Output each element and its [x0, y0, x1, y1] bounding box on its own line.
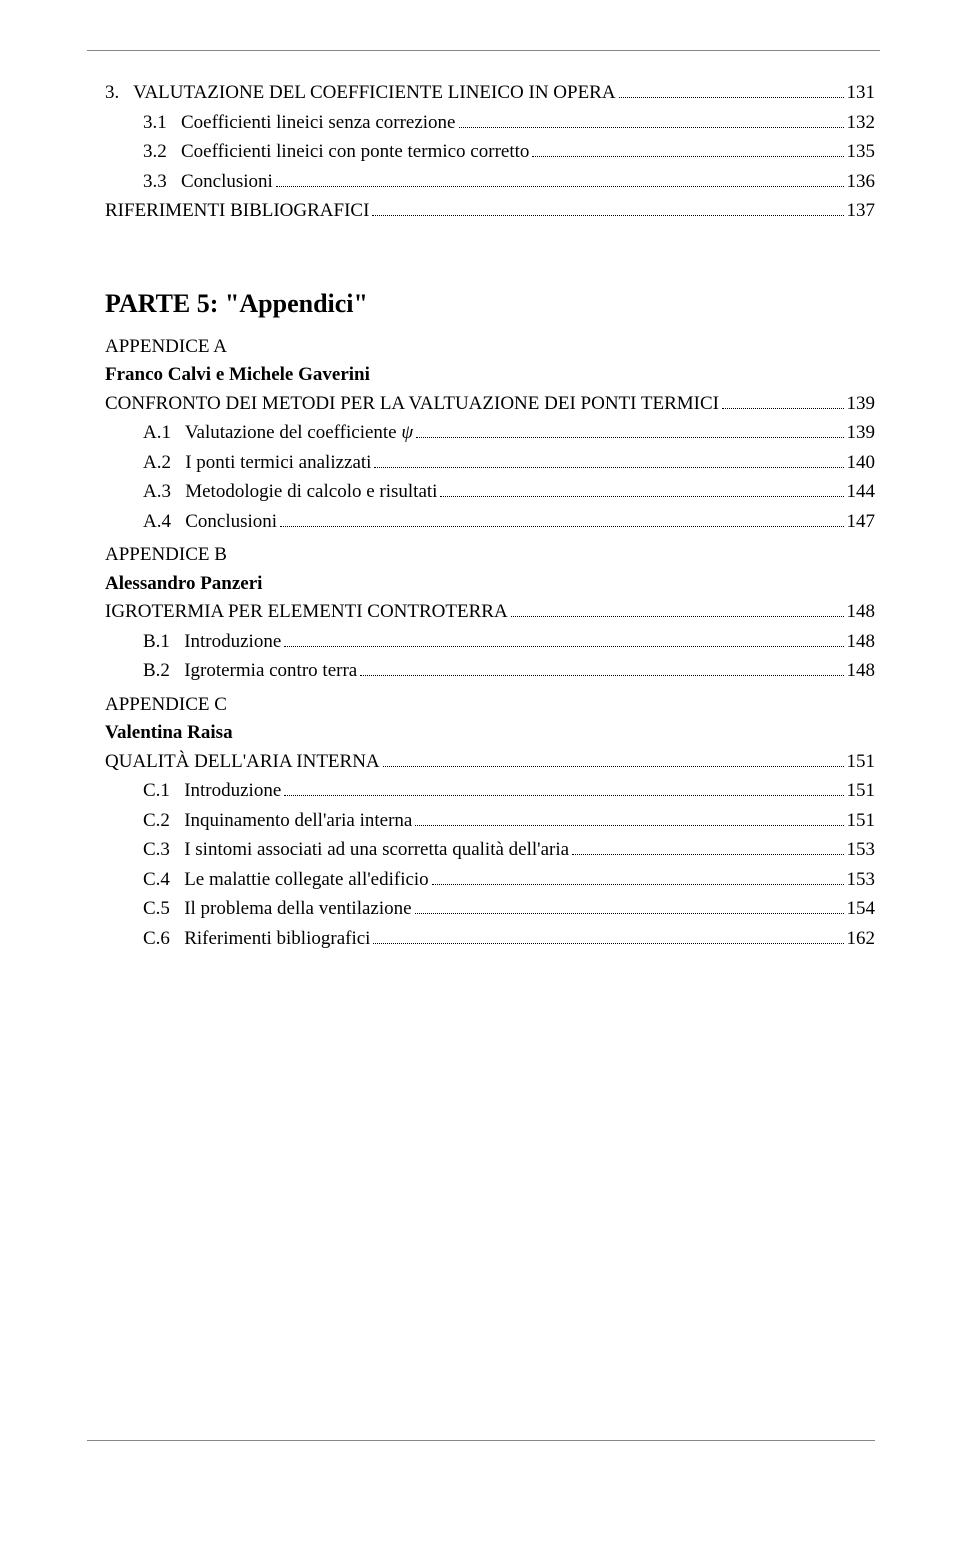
- toc-dots: [532, 156, 843, 157]
- toc-page: 162: [847, 925, 876, 954]
- toc-page: 151: [847, 777, 876, 806]
- toc-refs: RIFERIMENTI BIBLIOGRAFICI 137: [105, 197, 875, 226]
- toc-page: 136: [847, 168, 876, 197]
- toc-dots: [459, 127, 844, 128]
- toc-label: C.4 Le malattie collegate all'edificio: [143, 866, 429, 895]
- toc-dots: [284, 646, 843, 647]
- toc-dots: [383, 766, 844, 767]
- appendix-a-authors: Franco Calvi e Michele Gaverini: [105, 361, 875, 390]
- toc-label: C.6 Riferimenti bibliografici: [143, 925, 370, 954]
- toc-section-heading: 3. VALUTAZIONE DEL COEFFICIENTE LINEICO …: [105, 79, 875, 108]
- toc-label: A.4 Conclusioni: [143, 508, 277, 537]
- appendix-a-label: APPENDICE A: [105, 333, 875, 362]
- toc-page: 153: [847, 836, 876, 865]
- appendix-b-authors: Alessandro Panzeri: [105, 570, 875, 599]
- toc-label: IGROTERMIA PER ELEMENTI CONTROTERRA: [105, 598, 508, 627]
- toc-page: 140: [847, 449, 876, 478]
- toc-item: 3.1 Coefficienti lineici senza correzion…: [105, 109, 875, 138]
- toc-page: 139: [847, 390, 876, 419]
- toc-label: 3.3 Conclusioni: [143, 168, 273, 197]
- toc-label: C.5 Il problema della ventilazione: [143, 895, 412, 924]
- toc-dots: [619, 97, 844, 98]
- toc-dots: [722, 408, 844, 409]
- toc-label: A.1 Valutazione del coefficiente ψ: [143, 419, 413, 448]
- toc-label: RIFERIMENTI BIBLIOGRAFICI: [105, 197, 369, 226]
- toc-label: QUALITÀ DELL'ARIA INTERNA: [105, 748, 380, 777]
- toc-label: A.2 I ponti termici analizzati: [143, 449, 371, 478]
- toc-page: 139: [847, 419, 876, 448]
- toc-page: 148: [847, 657, 876, 686]
- toc-label: C.3 I sintomi associati ad una scorretta…: [143, 836, 569, 865]
- toc-page: 144: [847, 478, 876, 507]
- toc-dots: [572, 854, 843, 855]
- appendix-b-label: APPENDICE B: [105, 541, 875, 570]
- toc-page: 151: [847, 748, 876, 777]
- toc-page: 132: [847, 109, 876, 138]
- toc-item: C.6 Riferimenti bibliografici 162: [105, 925, 875, 954]
- toc-dots: [373, 943, 843, 944]
- toc-item: C.3 I sintomi associati ad una scorretta…: [105, 836, 875, 865]
- toc-label: 3.1 Coefficienti lineici senza correzion…: [143, 109, 456, 138]
- toc-label: CONFRONTO DEI METODI PER LA VALTUAZIONE …: [105, 390, 719, 419]
- appendix-c-label: APPENDICE C: [105, 691, 875, 720]
- appendix-a-heading: CONFRONTO DEI METODI PER LA VALTUAZIONE …: [105, 390, 875, 419]
- toc-dots: [415, 825, 843, 826]
- appendix-b-heading: IGROTERMIA PER ELEMENTI CONTROTERRA 148: [105, 598, 875, 627]
- toc-dots: [415, 913, 844, 914]
- toc-label: A.3 Metodologie di calcolo e risultati: [143, 478, 437, 507]
- toc-page: 137: [847, 197, 876, 226]
- toc-label: 3.2 Coefficienti lineici con ponte termi…: [143, 138, 529, 167]
- toc-item: 3.2 Coefficienti lineici con ponte termi…: [105, 138, 875, 167]
- part-title: PARTE 5: "Appendici": [105, 284, 875, 323]
- toc-dots: [511, 616, 844, 617]
- toc-dots: [440, 496, 843, 497]
- toc-item: A.4 Conclusioni 147: [105, 508, 875, 537]
- toc-dots: [280, 526, 843, 527]
- toc-item: B.2 Igrotermia contro terra 148: [105, 657, 875, 686]
- toc-page: 147: [847, 508, 876, 537]
- toc-dots: [372, 215, 843, 216]
- toc-label: B.2 Igrotermia contro terra: [143, 657, 357, 686]
- toc-page: 151: [847, 807, 876, 836]
- toc-page: 131: [847, 79, 876, 108]
- toc-item: C.2 Inquinamento dell'aria interna 151: [105, 807, 875, 836]
- toc-dots: [284, 795, 843, 796]
- toc-item: C.5 Il problema della ventilazione 154: [105, 895, 875, 924]
- toc-item: A.3 Metodologie di calcolo e risultati 1…: [105, 478, 875, 507]
- appendix-c-authors: Valentina Raisa: [105, 719, 875, 748]
- toc-dots: [276, 186, 844, 187]
- toc-page: 154: [847, 895, 876, 924]
- toc-item: C.4 Le malattie collegate all'edificio 1…: [105, 866, 875, 895]
- toc-dots: [416, 437, 843, 438]
- toc-page: 135: [847, 138, 876, 167]
- toc-item: C.1 Introduzione 151: [105, 777, 875, 806]
- toc-num: 3. VALUTAZIONE DEL COEFFICIENTE LINEICO …: [105, 79, 616, 108]
- toc-page: 153: [847, 866, 876, 895]
- toc-dots: [374, 467, 843, 468]
- toc-item: A.2 I ponti termici analizzati 140: [105, 449, 875, 478]
- toc-item: A.1 Valutazione del coefficiente ψ 139: [105, 419, 875, 448]
- toc-dots: [360, 675, 843, 676]
- toc-item: B.1 Introduzione 148: [105, 628, 875, 657]
- toc-page: 148: [847, 628, 876, 657]
- toc-dots: [432, 884, 844, 885]
- footer-rule: [87, 1440, 875, 1441]
- toc-item: 3.3 Conclusioni 136: [105, 168, 875, 197]
- toc-label: C.2 Inquinamento dell'aria interna: [143, 807, 412, 836]
- header-rule: [87, 50, 880, 51]
- toc-label: C.1 Introduzione: [143, 777, 281, 806]
- toc-page: 148: [847, 598, 876, 627]
- appendix-c-heading: QUALITÀ DELL'ARIA INTERNA 151: [105, 748, 875, 777]
- toc-label: B.1 Introduzione: [143, 628, 281, 657]
